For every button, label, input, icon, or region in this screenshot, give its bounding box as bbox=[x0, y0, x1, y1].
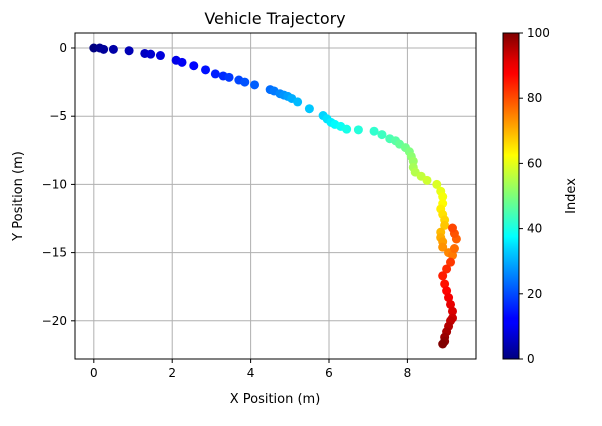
trajectory-point bbox=[442, 286, 452, 296]
y-tick-label: −10 bbox=[42, 177, 67, 191]
x-tick-label: 4 bbox=[247, 366, 255, 380]
trajectory-point bbox=[422, 175, 432, 185]
trajectory-point bbox=[177, 57, 187, 67]
trajectory-point bbox=[155, 51, 165, 61]
trajectory-point bbox=[440, 220, 450, 230]
colorbar-label: Index bbox=[564, 178, 579, 214]
trajectory-point bbox=[442, 264, 452, 274]
trajectory-point bbox=[210, 69, 220, 79]
x-tick-label: 2 bbox=[168, 366, 176, 380]
grid-layer bbox=[75, 33, 476, 359]
colorbar-tick-label: 0 bbox=[527, 352, 535, 366]
trajectory-point bbox=[444, 293, 454, 303]
x-tick-label: 0 bbox=[90, 366, 98, 380]
trajectory-point bbox=[124, 46, 134, 56]
y-axis-label: Y Position (m) bbox=[11, 151, 26, 242]
colorbar-tick-layer: 0 20 40 60 80 100 bbox=[519, 26, 550, 366]
trajectory-point bbox=[201, 65, 211, 75]
trajectory-point bbox=[432, 179, 442, 189]
trajectory-point bbox=[446, 257, 456, 267]
trajectory-point bbox=[438, 339, 448, 349]
plot-frame bbox=[74, 32, 477, 360]
trajectory-point bbox=[146, 49, 156, 59]
y-tick-label: −5 bbox=[49, 109, 67, 123]
trajectory-point bbox=[250, 80, 260, 90]
trajectory-point bbox=[447, 250, 457, 260]
trajectory-point bbox=[108, 44, 118, 54]
trajectory-point bbox=[438, 271, 448, 281]
colorbar-tick-label: 20 bbox=[527, 287, 542, 301]
points-layer bbox=[89, 43, 461, 349]
trajectory-point bbox=[99, 44, 109, 54]
trajectory-point bbox=[449, 244, 459, 254]
colorbar-tick-label: 40 bbox=[527, 222, 542, 236]
chart-title: Vehicle Trajectory bbox=[204, 9, 345, 28]
trajectory-point bbox=[377, 130, 387, 140]
x-tick-label: 6 bbox=[325, 366, 333, 380]
trajectory-point bbox=[304, 104, 314, 114]
trajectory-point bbox=[440, 279, 450, 289]
trajectory-point bbox=[438, 242, 448, 252]
colorbar bbox=[502, 32, 520, 360]
x-tick-label: 8 bbox=[404, 366, 412, 380]
trajectory-point bbox=[438, 192, 448, 202]
colorbar-tick-label: 100 bbox=[527, 26, 550, 40]
trajectory-point bbox=[447, 306, 457, 316]
trajectory-point bbox=[353, 125, 363, 135]
trajectory-point bbox=[369, 126, 379, 136]
trajectory-point bbox=[342, 124, 352, 134]
trajectory-point bbox=[224, 72, 234, 82]
y-tick-label: 0 bbox=[59, 41, 67, 55]
y-tick-layer: 0 −5 −10 −15 −20 bbox=[42, 41, 75, 328]
trajectory-point bbox=[447, 223, 457, 233]
y-tick-label: −20 bbox=[42, 314, 67, 328]
trajectory-point bbox=[240, 77, 250, 87]
x-axis-label: X Position (m) bbox=[230, 392, 321, 407]
x-tick-layer: 0 2 4 6 8 bbox=[90, 359, 411, 380]
colorbar-tick-label: 80 bbox=[527, 91, 542, 105]
trajectory-point bbox=[189, 61, 199, 71]
trajectory-point bbox=[446, 299, 456, 309]
y-tick-label: −15 bbox=[42, 246, 67, 260]
colorbar-tick-label: 60 bbox=[527, 156, 542, 170]
trajectory-point bbox=[293, 97, 303, 107]
